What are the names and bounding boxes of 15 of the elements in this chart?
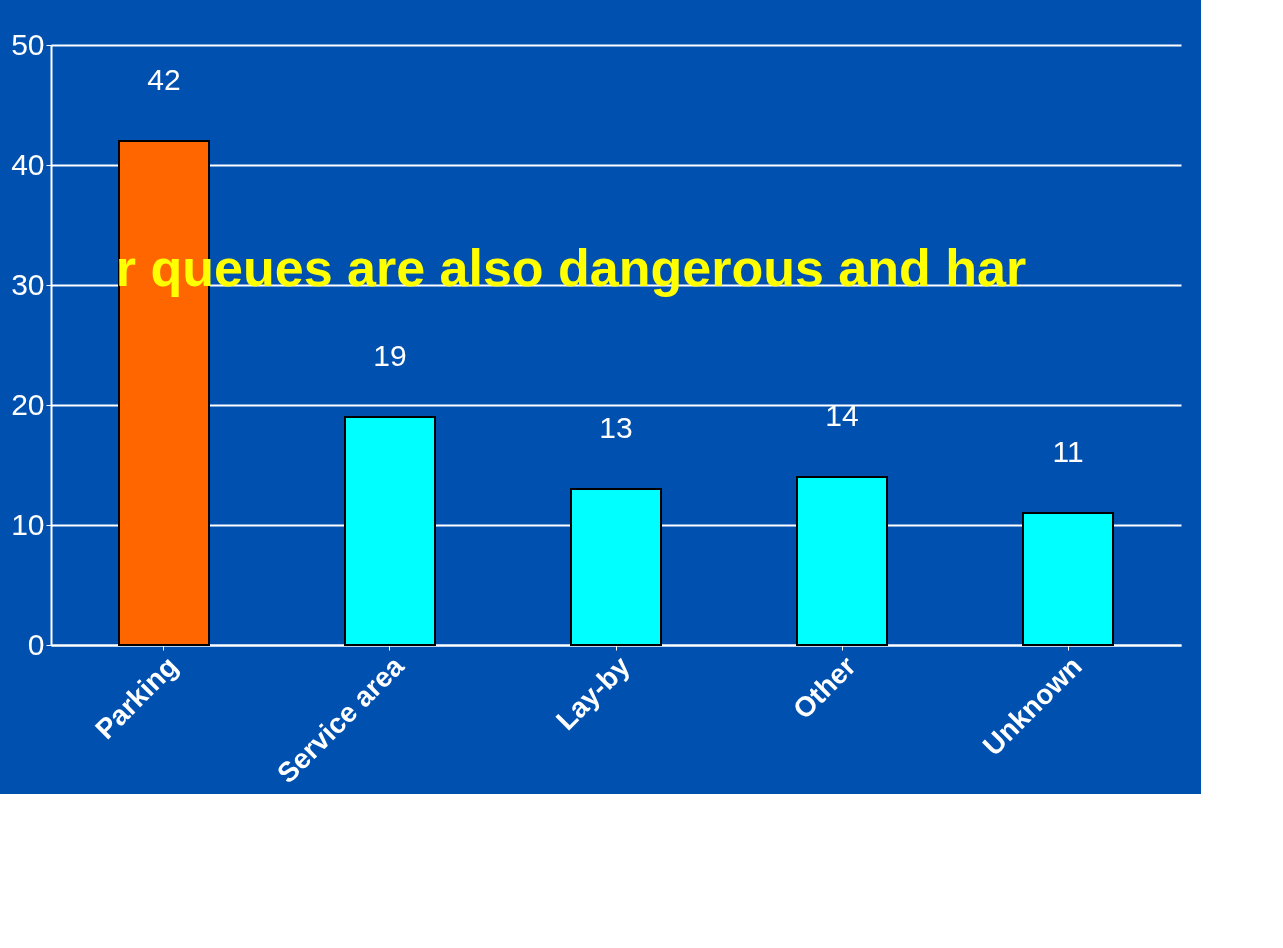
y-tick-label: 0: [27, 627, 45, 661]
y-tick-label: 50: [11, 27, 45, 61]
y-tick-label: 30: [11, 267, 45, 301]
data-label: 42: [147, 63, 181, 96]
y-tick-label: 40: [11, 147, 45, 181]
data-label: 13: [599, 411, 633, 444]
bar: [796, 476, 888, 646]
bar: [344, 416, 436, 646]
y-tick-label: 20: [11, 387, 45, 421]
bar: [570, 488, 662, 646]
data-label: 14: [825, 399, 859, 432]
bar: [1022, 512, 1114, 646]
y-tick-label: 10: [11, 507, 45, 541]
data-label: 11: [1052, 435, 1084, 468]
data-label: 19: [373, 339, 407, 372]
